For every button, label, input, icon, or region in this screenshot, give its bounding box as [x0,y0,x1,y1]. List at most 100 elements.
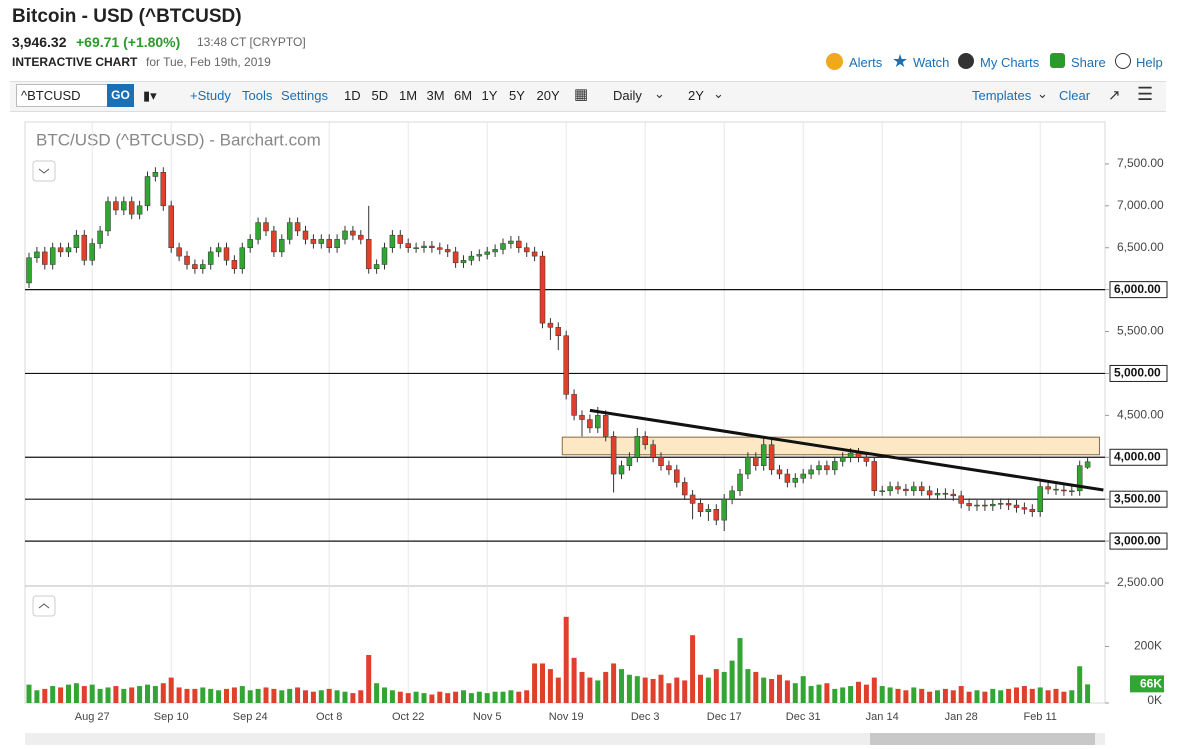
alerts-link[interactable]: Alerts [849,55,883,70]
volume-bar [919,688,925,703]
range-button[interactable]: 5D [371,88,389,103]
volume-bar [935,690,940,703]
candle-body [160,172,167,207]
help-link[interactable]: Help [1136,55,1163,70]
range-button[interactable]: 1Y [481,88,498,103]
candle-body [57,247,64,253]
candle-body [966,503,972,507]
settings-button[interactable]: Settings [281,88,328,103]
candle-body [768,444,775,471]
candle-body [136,205,143,215]
watch-link[interactable]: Watch [913,55,950,70]
clear-button[interactable]: Clear [1059,88,1091,103]
volume-bar [927,691,933,703]
volume-bar [271,688,277,703]
candle-body [539,255,546,324]
volume-bar [26,684,32,703]
candle-body [318,239,325,244]
candle-body [1069,490,1075,493]
volume-bar [966,691,972,703]
candle-body [990,503,996,507]
volume-bar [990,688,996,703]
calendar-icon[interactable]: ▦ [574,86,589,103]
candle-body [531,251,538,257]
candle-body [492,249,498,253]
alert-icon [826,53,843,70]
go-button[interactable]: GO [107,84,134,107]
volume-bar [958,686,964,703]
candle-body [286,222,293,240]
volume-bar [279,690,285,703]
range-button[interactable]: 3M [426,88,445,103]
volume-bar [769,678,775,703]
templates-button[interactable]: Templates [972,88,1032,103]
x-tick-label: Sep 10 [154,711,189,723]
volume-bar [1069,690,1075,703]
volume-bar [453,691,459,703]
candle-body [658,457,664,466]
volume-bar [476,691,482,703]
volume-bar [516,691,522,703]
period-select[interactable]: 2Y [688,88,704,103]
candle-body [65,247,72,253]
collapse-button[interactable] [32,595,56,617]
candle-body [634,436,641,458]
candle-body [184,255,190,265]
volume-bar [247,690,253,703]
volume-bar [808,686,814,703]
tools-button[interactable]: Tools [242,88,273,103]
volume-bar [832,688,838,703]
volume-bar [784,680,790,703]
range-button[interactable]: 6M [454,88,473,103]
candle-body [555,327,562,336]
interval-select[interactable]: Daily [613,88,642,103]
volume-bar [152,686,158,703]
volume-bar [461,690,466,703]
volume-bar [587,677,593,703]
last-price: 3,946.32 [12,34,67,50]
candle-body [81,234,88,261]
range-button[interactable]: 1D [344,88,361,103]
collapse-button[interactable] [32,160,56,182]
price-label: 4,000.00 [1114,449,1161,463]
price-label-box [1109,281,1168,299]
candle-body [879,490,885,493]
candle-body [697,503,704,513]
range-button[interactable]: 1M [399,88,418,103]
draw-tool-icon[interactable]: ↗ [1108,87,1121,104]
candle-body [429,245,435,248]
candle-body [1029,508,1036,513]
candle-body [484,251,490,255]
price-label-box [1109,448,1168,466]
mycharts-link[interactable]: My Charts [980,55,1040,70]
x-tick-label: Aug 27 [75,711,110,723]
share-link[interactable]: Share [1071,55,1106,70]
candle-body [911,486,917,492]
menu-icon[interactable]: ☰ [1137,84,1154,104]
volume-bar [303,690,308,703]
volume-bar [998,690,1004,703]
candle-body [97,230,103,244]
candle-body [839,457,846,462]
volume-bar [800,676,806,703]
volume-bar [666,683,672,703]
chart-type-button[interactable]: ▮▾ [143,88,157,103]
volume-bar [382,687,387,703]
x-tick-label: Oct 8 [316,711,342,723]
study-button[interactable]: +Study [190,88,231,103]
volume-bar [792,683,798,703]
candle-body [310,239,317,244]
scroll-handle[interactable] [870,733,1095,745]
price-label-box [1109,364,1168,382]
candle-body [958,495,964,504]
range-button[interactable]: 5Y [509,88,525,103]
volume-bar [318,690,324,703]
symbol-input[interactable]: ^BTCUSD [16,84,110,107]
candle-body [689,494,696,504]
volume-bar [105,687,111,703]
range-button[interactable]: 20Y [536,88,560,103]
scrollbar[interactable] [25,733,1105,745]
candle-body [73,234,80,248]
candle-body [847,452,854,458]
